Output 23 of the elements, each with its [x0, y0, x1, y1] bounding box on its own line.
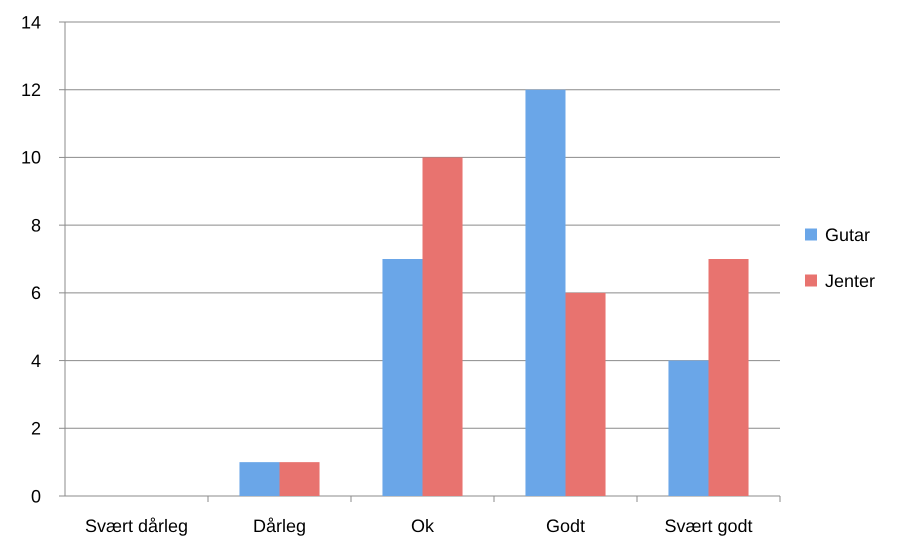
- y-tick-label: 8: [30, 215, 41, 236]
- legend-label: Jenter: [825, 270, 876, 291]
- y-tick-label: 6: [30, 283, 41, 304]
- y-tick-label: 4: [30, 350, 41, 371]
- y-tick-label: 10: [20, 148, 41, 168]
- x-tick-label: Svært dårleg: [84, 516, 188, 536]
- bar: [566, 292, 606, 496]
- bar: [668, 360, 708, 496]
- y-tick-label: 14: [20, 12, 41, 32]
- bar: [525, 90, 566, 496]
- x-tick-label: Svært godt: [664, 516, 753, 536]
- bar: [708, 259, 749, 496]
- y-tick-label: 12: [20, 80, 41, 100]
- x-tick-label: Godt: [546, 516, 586, 536]
- x-tick-label: Dårleg: [252, 516, 306, 536]
- x-tick-label: Ok: [410, 516, 435, 536]
- bar: [382, 259, 422, 496]
- bar: [422, 157, 463, 496]
- bar: [239, 462, 280, 496]
- legend-label: Gutar: [825, 224, 870, 245]
- y-tick-label: 2: [30, 418, 41, 439]
- bar: [280, 462, 320, 496]
- y-tick-label: 0: [30, 486, 41, 506]
